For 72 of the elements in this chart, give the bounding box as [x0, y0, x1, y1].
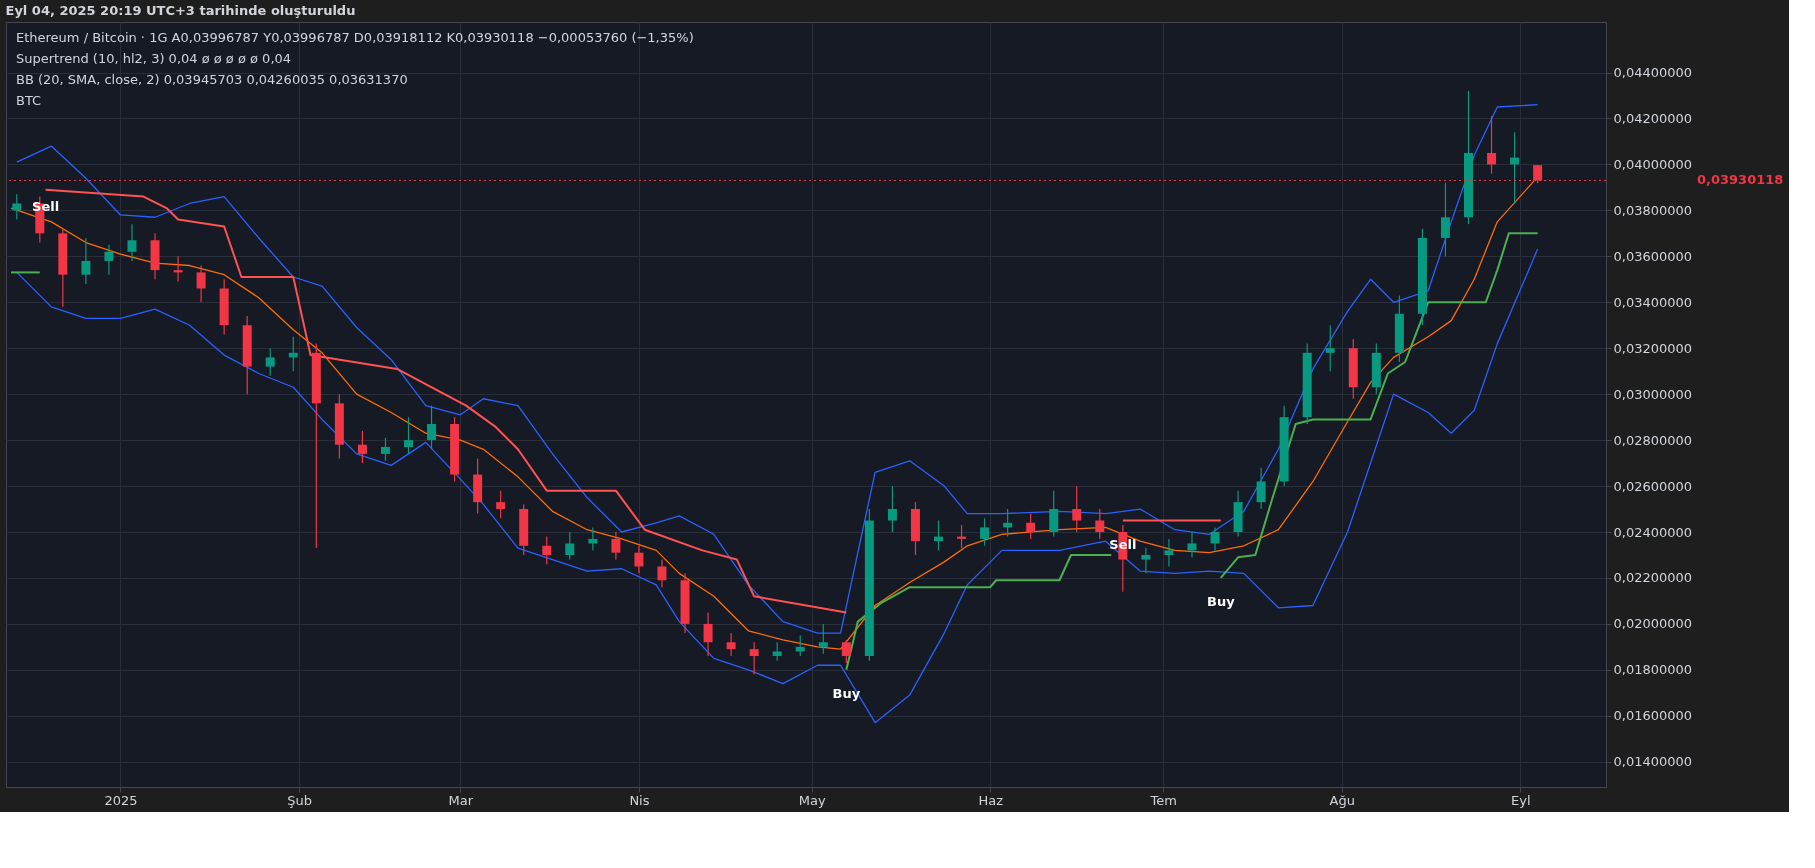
candlestick — [726, 632, 736, 657]
annotation: BTC — [16, 93, 42, 108]
y-tick-label: 0,04200000 — [1613, 110, 1693, 126]
candlestick — [127, 223, 137, 262]
x-tick-label: Haz — [978, 792, 1004, 808]
candlestick — [380, 437, 390, 462]
x-tick-label: Ağu — [1329, 792, 1355, 808]
y-tick-label: 0,01400000 — [1613, 754, 1693, 770]
candlestick — [196, 264, 206, 303]
candlestick — [496, 490, 506, 519]
candlestick — [1325, 324, 1335, 372]
candlestick — [887, 485, 897, 533]
y-tick-label: 0,02600000 — [1613, 478, 1693, 494]
candlestick — [772, 641, 782, 662]
y-tick-label: 0,03800000 — [1613, 202, 1693, 218]
candlestick — [841, 639, 851, 664]
candlestick — [657, 558, 667, 588]
y-tick-label: 0,01800000 — [1613, 662, 1693, 678]
x-tick-label: Eyl — [1511, 792, 1531, 808]
candlestick — [1487, 115, 1497, 175]
candlestick — [357, 430, 367, 464]
candlestick — [1187, 531, 1197, 558]
candlestick — [1095, 508, 1105, 540]
candlestick — [404, 416, 413, 455]
annotation: Buy — [1206, 593, 1236, 609]
y-tick-label: 0,03600000 — [1613, 248, 1693, 264]
x-tick-label: Nis — [629, 792, 650, 808]
candlestick — [1141, 547, 1151, 574]
candlestick — [542, 535, 552, 565]
candlestick — [703, 611, 713, 657]
line-series — [16, 248, 1539, 724]
y-tick-label: 0,02200000 — [1613, 570, 1693, 586]
y-tick-label: 0,02800000 — [1613, 432, 1693, 448]
x-tick-label: May — [798, 792, 826, 808]
candlestick — [1049, 490, 1059, 538]
candlestick — [749, 641, 759, 676]
candlestick — [427, 405, 437, 450]
y-tick-label: 0,04000000 — [1613, 156, 1693, 172]
candlestick — [1210, 526, 1220, 551]
x-tick-label: Mar — [448, 792, 474, 808]
line-series — [1219, 232, 1539, 579]
candlestick — [634, 545, 644, 574]
candlestick — [1256, 467, 1266, 510]
x-tick-label: Şub — [287, 792, 312, 808]
y-tick-label: 0,01600000 — [1613, 708, 1693, 724]
candlestick — [1072, 485, 1082, 533]
y-tick-label: 0,03400000 — [1613, 294, 1693, 310]
candlestick — [611, 531, 621, 561]
annotation: Supertrend (10, hl2, 3) 0,04 ø ø ø ø ø 0,04 — [16, 51, 292, 66]
x-tick-label: 2025 — [104, 792, 138, 808]
line-series — [845, 553, 1113, 671]
candlestick — [12, 193, 22, 221]
candlestick — [104, 244, 114, 276]
y-tick-label: 0,02000000 — [1613, 616, 1693, 632]
ref-line-label: 0,03930118 — [1697, 172, 1784, 188]
y-tick-label: 0,02400000 — [1613, 524, 1693, 540]
annotation: Ethereum / Bitcoin · 1G A0,03996787 Y0,03996787 D0,03918112 K0,03930118 −0,00053760 (−1,35%) — [16, 30, 694, 45]
candlestick — [818, 623, 828, 655]
x-tick-label: Tem — [1149, 792, 1177, 808]
candlestick — [1164, 538, 1174, 568]
chart-title: Eyl 04, 2025 20:19 UTC+3 tarihinde oluşturuldu — [5, 3, 356, 18]
candlestick — [1026, 513, 1036, 540]
candlestick — [1440, 182, 1450, 257]
candlestick — [265, 347, 275, 377]
annotation: BB (20, SMA, close, 2) 0,03945703 0,04260035 0,03631370 — [16, 72, 408, 87]
line-series — [16, 104, 1539, 634]
candlestick — [980, 517, 990, 547]
candlestick — [81, 237, 91, 285]
y-tick-label: 0,03200000 — [1613, 340, 1693, 356]
y-tick-label: 0,03000000 — [1613, 386, 1693, 402]
y-tick-label: 0,04400000 — [1613, 65, 1693, 81]
candlestick — [565, 531, 575, 561]
